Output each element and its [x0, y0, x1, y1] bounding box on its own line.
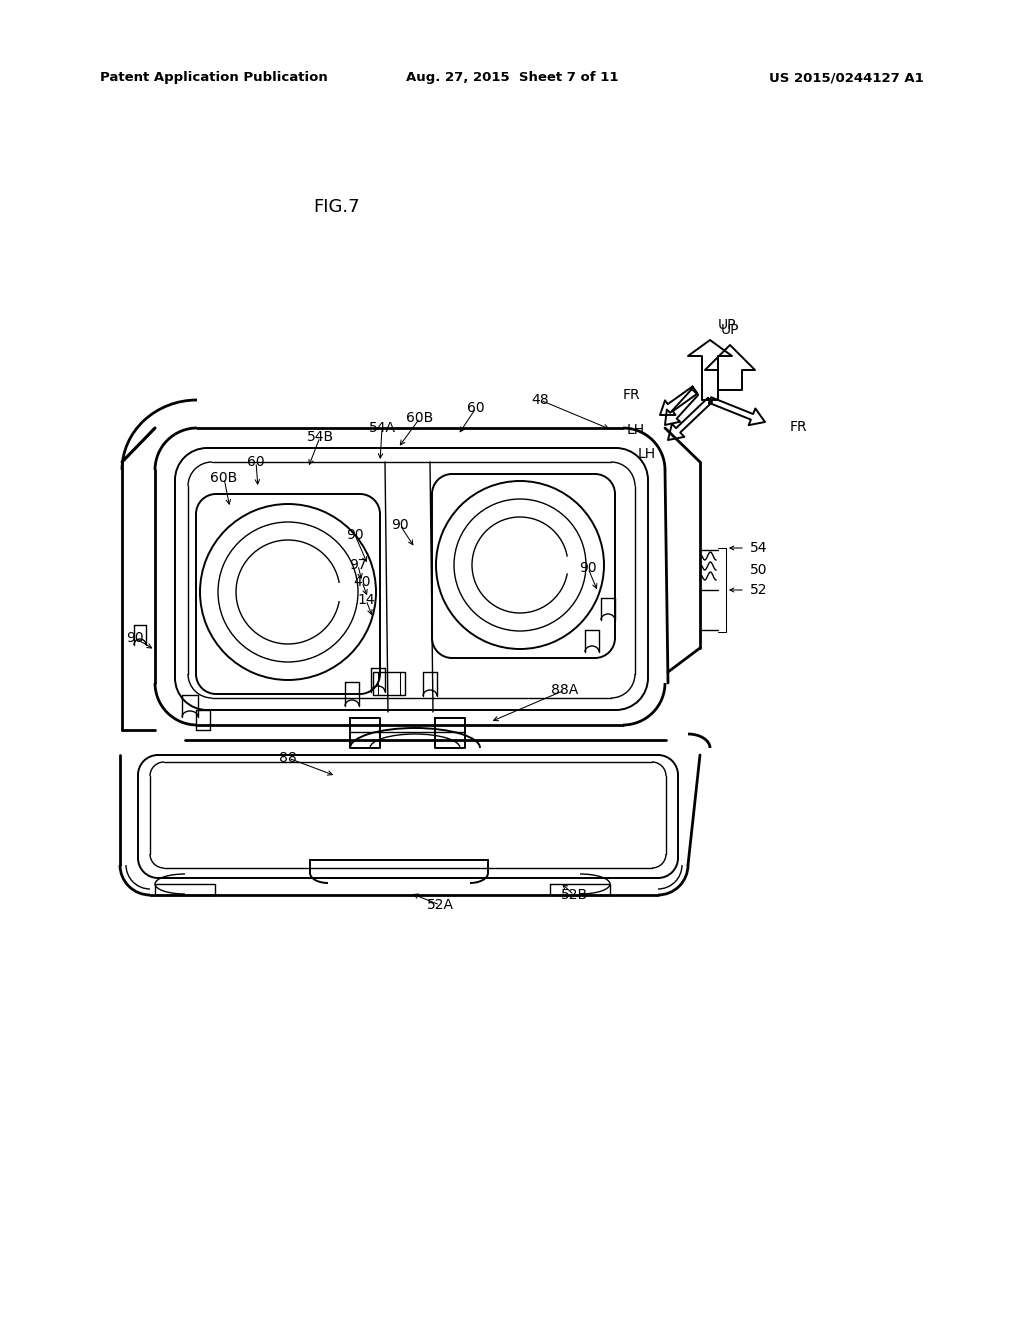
Text: 52B: 52B — [560, 888, 588, 902]
Text: Patent Application Publication: Patent Application Publication — [100, 71, 328, 84]
Text: FR: FR — [623, 388, 640, 403]
Text: LH: LH — [638, 447, 656, 461]
Text: 88: 88 — [280, 751, 297, 766]
Text: 40: 40 — [353, 576, 371, 589]
Text: 90: 90 — [580, 561, 597, 576]
Text: 60B: 60B — [407, 411, 433, 425]
Text: 52A: 52A — [427, 898, 454, 912]
Text: LH: LH — [627, 422, 645, 437]
Text: FR: FR — [790, 420, 808, 434]
Text: FIG.7: FIG.7 — [313, 198, 360, 216]
Text: US 2015/0244127 A1: US 2015/0244127 A1 — [769, 71, 924, 84]
Text: 48: 48 — [531, 393, 549, 407]
Text: 14: 14 — [357, 593, 375, 607]
Text: UP: UP — [718, 318, 736, 333]
Text: 90: 90 — [391, 517, 409, 532]
Text: 50: 50 — [750, 564, 768, 577]
Text: 52: 52 — [750, 583, 768, 597]
Text: 60: 60 — [247, 455, 265, 469]
Text: 90: 90 — [346, 528, 364, 543]
Text: UP: UP — [721, 323, 739, 337]
Text: 88A: 88A — [551, 682, 579, 697]
Text: 54B: 54B — [306, 430, 334, 444]
Text: 60B: 60B — [210, 471, 238, 484]
Text: 54: 54 — [750, 541, 768, 554]
Text: 60: 60 — [467, 401, 484, 414]
Text: 54A: 54A — [369, 421, 395, 436]
Text: 90: 90 — [126, 631, 143, 645]
Text: Aug. 27, 2015  Sheet 7 of 11: Aug. 27, 2015 Sheet 7 of 11 — [406, 71, 618, 84]
Text: 97: 97 — [349, 558, 367, 572]
